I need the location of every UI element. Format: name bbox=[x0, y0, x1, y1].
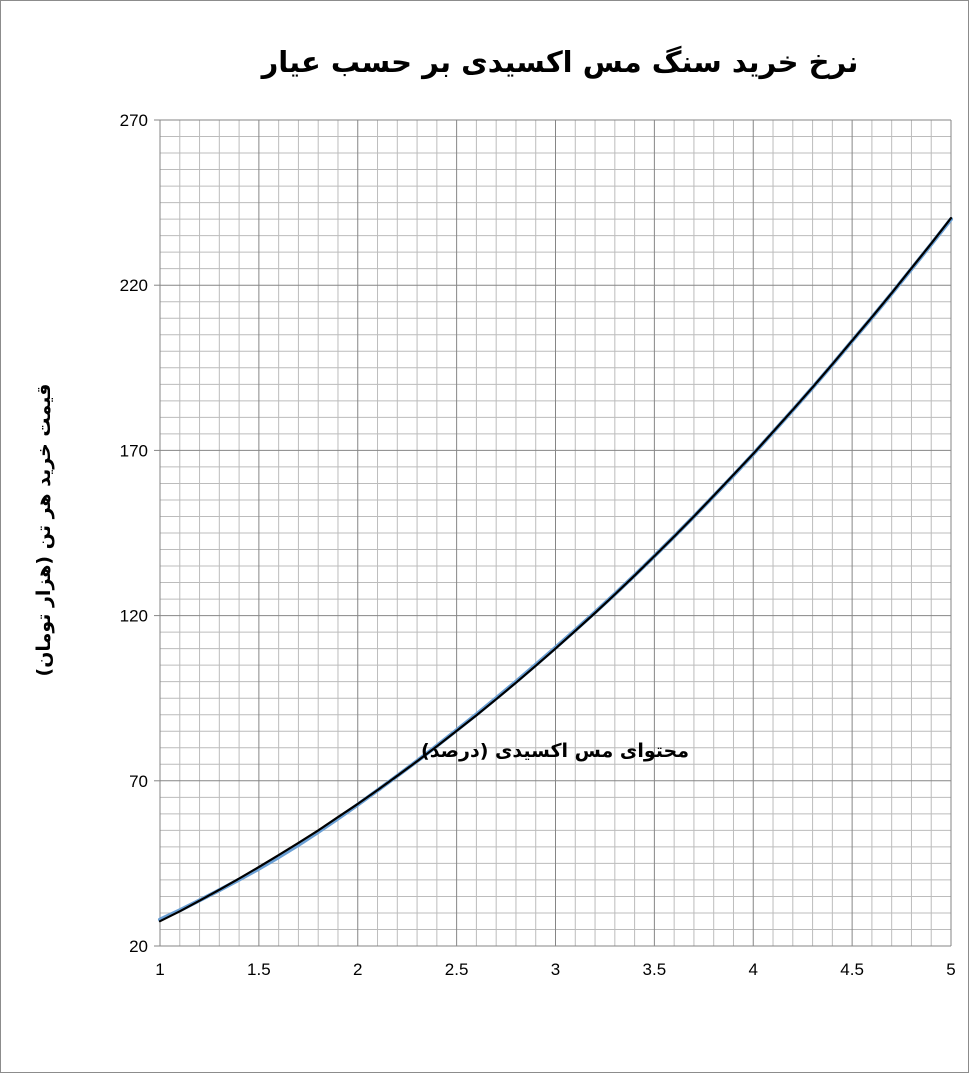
major-grid bbox=[159, 119, 952, 947]
series-layer bbox=[158, 217, 953, 923]
y-tick-label: 70 bbox=[129, 772, 148, 791]
series-line-primary bbox=[158, 217, 953, 923]
y-tick-label: 170 bbox=[120, 441, 148, 460]
y-tick-label: 220 bbox=[120, 276, 148, 295]
y-tick-labels: 20 70 120 170 220 270 bbox=[120, 111, 148, 956]
x-tick-label: 1 bbox=[155, 960, 164, 979]
x-tick-label: 4 bbox=[749, 960, 758, 979]
x-axis-title: محتوای مس اکسیدی (درصد) bbox=[421, 740, 689, 762]
x-tick-label: 1.5 bbox=[247, 960, 271, 979]
y-tick-label: 20 bbox=[129, 937, 148, 956]
x-tick-label: 4.5 bbox=[840, 960, 864, 979]
x-tick-labels: 1 1.5 2 2.5 3 3.5 4 4.5 5 bbox=[155, 960, 955, 979]
axes bbox=[154, 119, 951, 947]
x-tick-label: 2.5 bbox=[445, 960, 469, 979]
y-axis-title: قیمت خرید هر تن (هزار تومان) bbox=[33, 384, 55, 677]
y-tick-label: 120 bbox=[120, 607, 148, 626]
y-tick-label: 270 bbox=[120, 111, 148, 130]
x-tick-label: 2 bbox=[353, 960, 362, 979]
x-tick-label: 3.5 bbox=[643, 960, 667, 979]
chart-title: نرخ خرید سنگ مس اکسیدی بر حسب عیار bbox=[260, 45, 859, 79]
x-tick-label: 3 bbox=[551, 960, 560, 979]
x-tick-label: 5 bbox=[946, 960, 955, 979]
